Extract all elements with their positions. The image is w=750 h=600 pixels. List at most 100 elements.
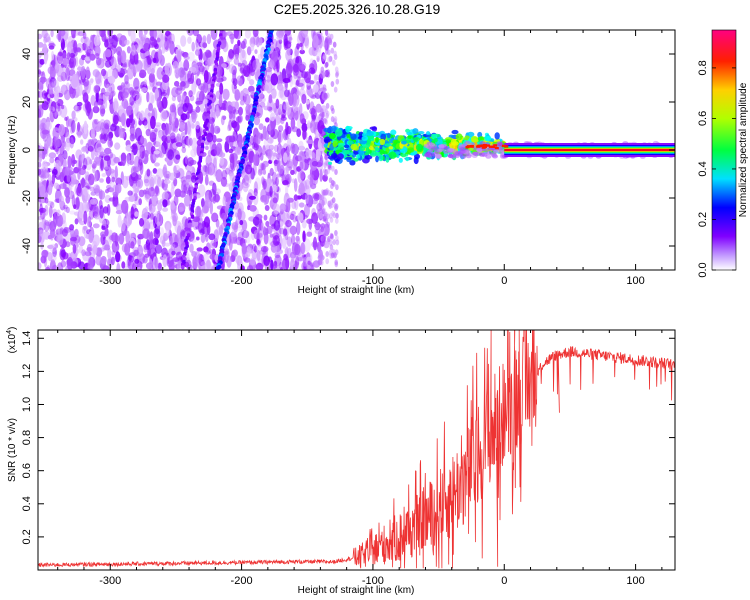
noise-cell <box>102 239 110 251</box>
noise-cell <box>298 182 305 195</box>
noise-cell <box>156 134 162 146</box>
noise-cell <box>335 217 339 224</box>
noise-cell <box>195 205 202 218</box>
noise-cell <box>169 132 176 140</box>
signal-dash <box>469 145 474 148</box>
noise-cell <box>191 251 198 257</box>
noise-cell <box>154 186 159 193</box>
noise-cell <box>92 223 100 229</box>
noise-cell <box>59 171 65 183</box>
noise-cell <box>250 37 255 43</box>
noise-cell <box>131 203 137 211</box>
noise-cell <box>164 242 171 247</box>
noise-cell <box>162 207 169 212</box>
transition-cell <box>379 138 386 146</box>
spectrogram-heatmap <box>38 30 675 270</box>
x-tick-label: 0 <box>501 575 507 587</box>
noise-cell <box>49 157 55 164</box>
noise-cell <box>143 149 149 158</box>
halo-cell <box>433 150 440 155</box>
transition-cell <box>345 125 351 133</box>
noise-cell <box>56 209 61 217</box>
noise-cell <box>229 173 235 179</box>
noise-cell <box>287 247 292 258</box>
noise-cell <box>53 89 60 102</box>
noise-cell <box>205 155 212 167</box>
transition-cell <box>407 147 415 153</box>
noise-cell <box>122 175 129 189</box>
noise-cell <box>293 194 298 202</box>
noise-cell <box>65 206 70 214</box>
noise-cell <box>331 252 335 259</box>
transition-cell <box>418 131 425 135</box>
noise-cell <box>196 247 203 252</box>
halo-cell <box>472 151 479 156</box>
noise-cell <box>305 194 314 208</box>
noise-cell <box>248 195 256 200</box>
noise-cell <box>99 188 103 201</box>
noise-cell <box>125 230 130 245</box>
halo-cell <box>443 150 450 154</box>
spectrogram-x-label: Height of straight line (km) <box>298 285 415 296</box>
noise-cell <box>55 228 63 235</box>
noise-cell <box>143 79 148 87</box>
noise-cell <box>51 173 56 185</box>
noise-cell <box>90 94 96 106</box>
noise-cell <box>253 188 258 197</box>
noise-cell <box>288 36 293 41</box>
noise-cell <box>332 59 336 66</box>
noise-cell <box>291 201 297 210</box>
noise-cell <box>97 72 103 84</box>
noise-cell <box>143 30 148 35</box>
noise-cell <box>43 220 50 232</box>
noise-cell <box>71 73 79 88</box>
noise-cell <box>210 30 218 40</box>
noise-cell <box>315 148 321 161</box>
noise-cell <box>124 39 130 46</box>
noise-cell <box>107 248 112 260</box>
noise-cell <box>175 142 183 147</box>
halo-cell <box>429 142 435 147</box>
noise-cell <box>100 87 106 95</box>
noise-cell <box>104 90 113 101</box>
noise-cell <box>304 192 309 204</box>
noise-cell <box>107 138 113 148</box>
noise-cell <box>208 249 216 255</box>
noise-cell <box>272 197 278 204</box>
noise-cell <box>276 83 284 91</box>
transition-cell <box>386 132 391 139</box>
noise-cell <box>156 37 161 43</box>
noise-cell <box>192 30 200 37</box>
noise-cell <box>169 104 176 113</box>
noise-cell <box>94 100 98 113</box>
noise-cell <box>241 230 250 239</box>
transition-cell <box>451 141 459 146</box>
noise-cell <box>320 259 324 266</box>
noise-cell <box>226 135 233 143</box>
noise-cell <box>153 150 160 155</box>
noise-cell <box>134 258 140 264</box>
noise-cell <box>110 123 117 132</box>
noise-cell <box>187 123 192 137</box>
noise-cell <box>57 226 64 232</box>
noise-cell <box>264 205 270 211</box>
y-tick-label: 0.4 <box>21 496 33 511</box>
chart-title: C2E5.2025.326.10.28.G19 <box>274 1 441 17</box>
noise-cell <box>133 187 140 194</box>
noise-cell <box>232 69 237 82</box>
noise-cell <box>220 212 227 221</box>
noise-cell <box>226 255 232 268</box>
noise-cell <box>278 125 284 132</box>
noise-cell <box>252 154 260 166</box>
noise-cell <box>81 249 86 257</box>
noise-cell <box>141 207 148 221</box>
noise-cell <box>201 198 205 208</box>
noise-cell <box>149 231 154 245</box>
noise-cell <box>46 265 51 270</box>
noise-cell <box>195 106 201 113</box>
noise-cell <box>103 206 109 214</box>
noise-cell <box>180 35 187 47</box>
noise-cell <box>265 117 270 123</box>
noise-cell <box>104 49 112 58</box>
noise-cell <box>185 138 191 147</box>
